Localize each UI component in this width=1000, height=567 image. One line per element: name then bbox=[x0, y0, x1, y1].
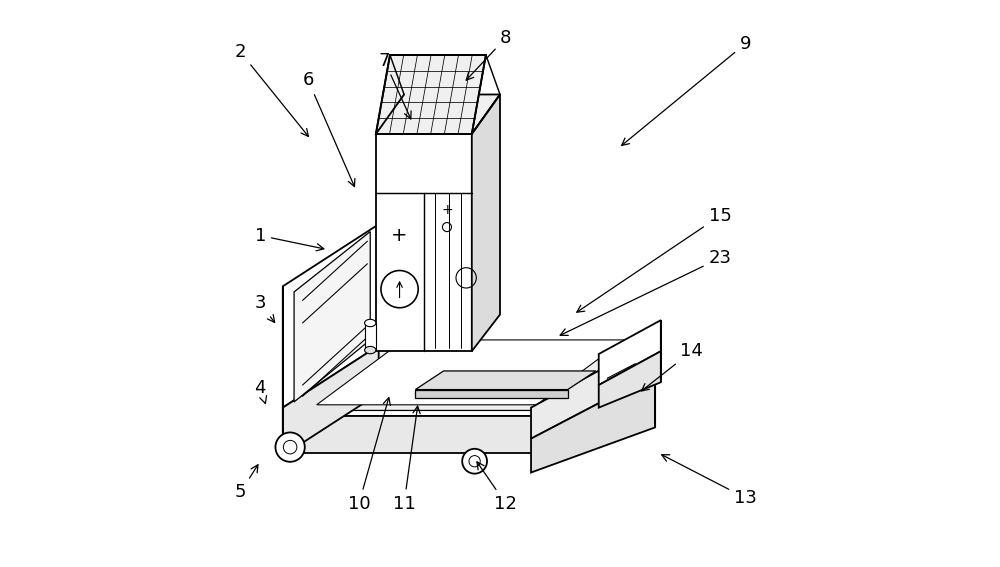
Polygon shape bbox=[599, 351, 661, 408]
Text: 13: 13 bbox=[662, 455, 757, 507]
Text: 9: 9 bbox=[622, 35, 751, 145]
Text: 2: 2 bbox=[235, 43, 308, 137]
Text: +: + bbox=[391, 226, 408, 245]
Text: 1: 1 bbox=[255, 227, 324, 251]
Polygon shape bbox=[303, 342, 638, 411]
Polygon shape bbox=[283, 345, 658, 416]
Text: 10: 10 bbox=[348, 397, 390, 513]
Polygon shape bbox=[376, 55, 486, 134]
Text: 15: 15 bbox=[577, 207, 731, 312]
Text: 14: 14 bbox=[642, 342, 703, 391]
Polygon shape bbox=[534, 345, 658, 416]
Polygon shape bbox=[365, 323, 376, 350]
Text: 7: 7 bbox=[379, 52, 411, 119]
Polygon shape bbox=[565, 345, 658, 453]
Polygon shape bbox=[283, 225, 379, 408]
Text: 4: 4 bbox=[254, 379, 267, 404]
Polygon shape bbox=[415, 390, 568, 398]
Ellipse shape bbox=[365, 319, 376, 327]
Circle shape bbox=[275, 433, 305, 462]
Ellipse shape bbox=[365, 346, 376, 354]
Polygon shape bbox=[531, 374, 655, 472]
Text: 3: 3 bbox=[254, 294, 275, 323]
Polygon shape bbox=[317, 340, 624, 405]
Polygon shape bbox=[283, 345, 379, 456]
Text: 5: 5 bbox=[235, 465, 258, 501]
Text: 6: 6 bbox=[302, 71, 355, 187]
Polygon shape bbox=[376, 95, 500, 134]
Polygon shape bbox=[531, 340, 655, 439]
Text: 12: 12 bbox=[477, 462, 517, 513]
Polygon shape bbox=[472, 95, 500, 351]
Text: 8: 8 bbox=[466, 29, 511, 80]
Polygon shape bbox=[294, 231, 370, 402]
Text: 23: 23 bbox=[560, 249, 732, 336]
Circle shape bbox=[462, 449, 487, 473]
Polygon shape bbox=[599, 320, 661, 385]
Polygon shape bbox=[415, 371, 596, 390]
Text: +: + bbox=[441, 203, 453, 217]
Polygon shape bbox=[283, 416, 565, 453]
Text: 11: 11 bbox=[393, 406, 420, 513]
Polygon shape bbox=[376, 134, 472, 351]
Circle shape bbox=[381, 270, 418, 308]
